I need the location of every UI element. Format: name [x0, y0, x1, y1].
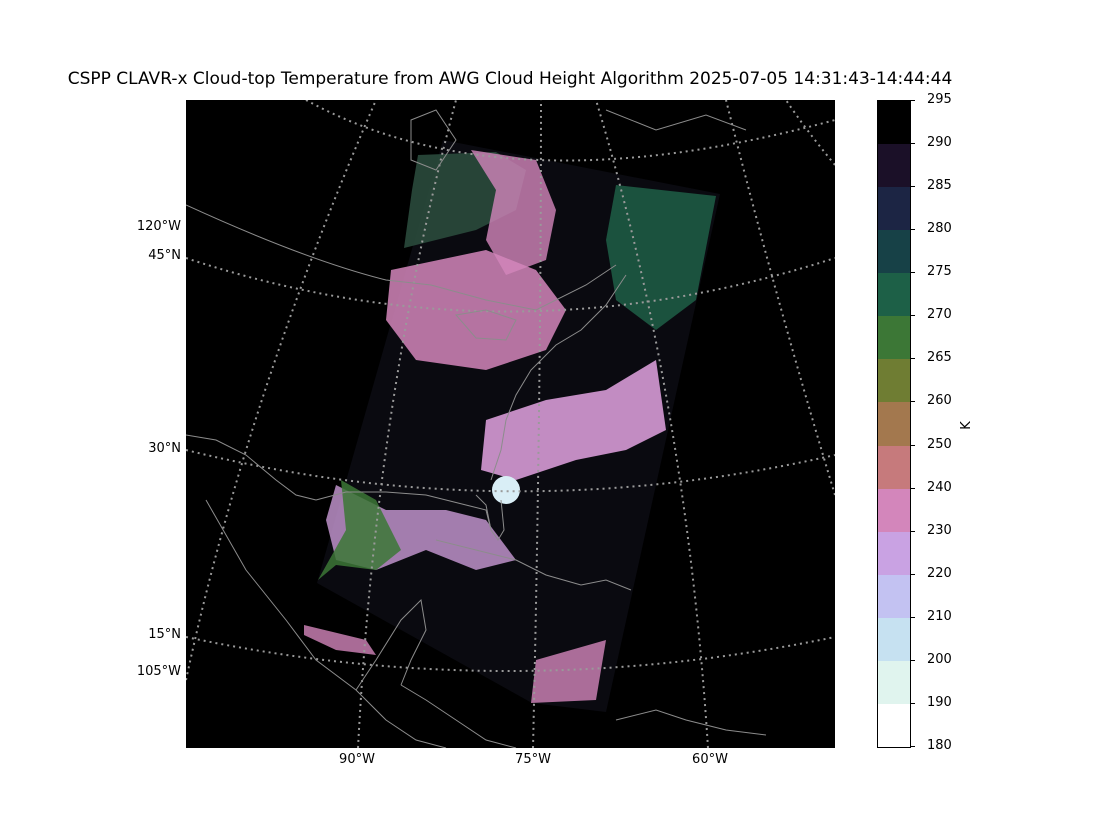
colorbar-tick-mark	[910, 746, 915, 747]
east-coast	[490, 274, 627, 481]
colorbar-segment	[878, 230, 910, 274]
colorbar-tick-mark	[910, 530, 915, 532]
figure-title: CSPP CLAVR-x Cloud-top Temperature from …	[67, 69, 953, 89]
colorbar-tick-mark	[910, 573, 915, 575]
colorbar-tick-mark	[910, 186, 915, 188]
colorbar-segment	[878, 488, 910, 533]
gulf-coast	[315, 491, 492, 531]
us-mexico-border	[186, 434, 317, 501]
colorbar-segment	[878, 187, 910, 231]
colorbar-segment	[878, 273, 910, 317]
south-america	[615, 709, 767, 736]
lat-label-120w: 120°W	[136, 219, 181, 234]
colorbar-tick-mark	[910, 100, 915, 101]
graticule	[186, 100, 835, 748]
lat-label-15n: 15°N	[148, 627, 181, 642]
parallel-top	[305, 100, 835, 162]
lat-label-30n: 30°N	[148, 441, 181, 456]
colorbar-segment	[878, 617, 910, 662]
lon-label-60w: 60°W	[692, 752, 728, 767]
cloud-northeast	[606, 185, 716, 330]
cuba	[435, 539, 582, 586]
mexico-coast	[205, 499, 447, 748]
parallel-30n	[186, 449, 835, 493]
colorbar-segment	[878, 101, 910, 145]
colorbar-tick-label: 240	[927, 479, 952, 495]
colorbar-tick-mark	[910, 616, 915, 618]
hudson-bay	[410, 109, 457, 171]
cloud-mexico-green	[318, 480, 401, 580]
colorbar-tick-label: 290	[927, 135, 952, 151]
colorbar-tick-label: 260	[927, 393, 952, 409]
colorbar-tick-label: 295	[927, 92, 952, 107]
parallel-45n	[186, 257, 835, 313]
colorbar-tick-label: 180	[927, 738, 952, 753]
meridian-75w	[532, 100, 542, 748]
colorbar-segment	[878, 703, 910, 748]
colorbar-segment	[878, 574, 910, 619]
labrador	[605, 109, 747, 131]
colorbar-tick-label: 270	[927, 307, 952, 323]
cloud-storm-band	[481, 360, 666, 480]
parallel-15n	[186, 636, 835, 672]
colorbar-segment	[878, 359, 910, 403]
map-svg	[186, 100, 835, 748]
colorbar-tick-mark	[910, 702, 915, 704]
colorbar-segment	[878, 445, 910, 490]
colorbar-tick-label: 200	[927, 651, 952, 667]
central-america	[400, 684, 517, 748]
colorbar-tick-label: 275	[927, 264, 952, 280]
colorbar-tick-label: 285	[927, 178, 952, 194]
colorbar-tick-mark	[910, 358, 915, 360]
colorbar-segment	[878, 660, 910, 705]
colorbar-tick-label: 265	[927, 350, 952, 366]
hurricane-eye	[492, 476, 520, 504]
colorbar-tick-label: 280	[927, 221, 952, 237]
lon-label-75w: 75°W	[515, 752, 551, 767]
colorbar-tick-label: 190	[927, 694, 952, 710]
us-canada-border	[186, 204, 617, 311]
hispaniola	[580, 579, 632, 591]
meridian-45w	[725, 100, 835, 496]
meridian-105w	[186, 100, 377, 681]
meridian-40w	[785, 100, 835, 166]
lat-label-45n: 45°N	[148, 248, 181, 263]
colorbar-tick-label: 210	[927, 608, 952, 624]
colorbar-tick-label: 230	[927, 522, 952, 538]
colorbar-tick-mark	[910, 229, 915, 231]
cloud-caribbean-pink	[304, 625, 376, 655]
colorbar-tick-mark	[910, 143, 915, 145]
colorbar-unit: K	[958, 421, 974, 430]
cloud-south-pink	[531, 640, 606, 703]
colorbar-tick-label: 250	[927, 436, 952, 452]
lon-label-90w: 90°W	[339, 752, 375, 767]
meridian-90w	[357, 100, 457, 748]
colorbar-segment	[878, 402, 910, 447]
colorbar-tick-mark	[910, 487, 915, 489]
colorbar-segment	[878, 144, 910, 188]
florida	[475, 494, 505, 541]
cloud-pink-band-2	[471, 150, 556, 275]
colorbar-tick-mark	[910, 444, 915, 446]
meridian-60w	[595, 100, 709, 748]
colorbar-tick-mark	[910, 659, 915, 661]
colorbar	[877, 100, 911, 748]
colorbar-tick-mark	[910, 401, 915, 403]
colorbar-tick-mark	[910, 272, 915, 274]
map-panel	[186, 100, 835, 748]
colorbar-segment	[878, 316, 910, 360]
lat-label-105w: 105°W	[136, 664, 181, 679]
colorbar-tick-label: 220	[927, 565, 952, 581]
great-lakes	[455, 309, 517, 341]
colorbar-segment	[878, 531, 910, 576]
colorbar-tick-mark	[910, 315, 915, 317]
coastlines	[186, 109, 767, 748]
yucatan	[355, 598, 427, 691]
